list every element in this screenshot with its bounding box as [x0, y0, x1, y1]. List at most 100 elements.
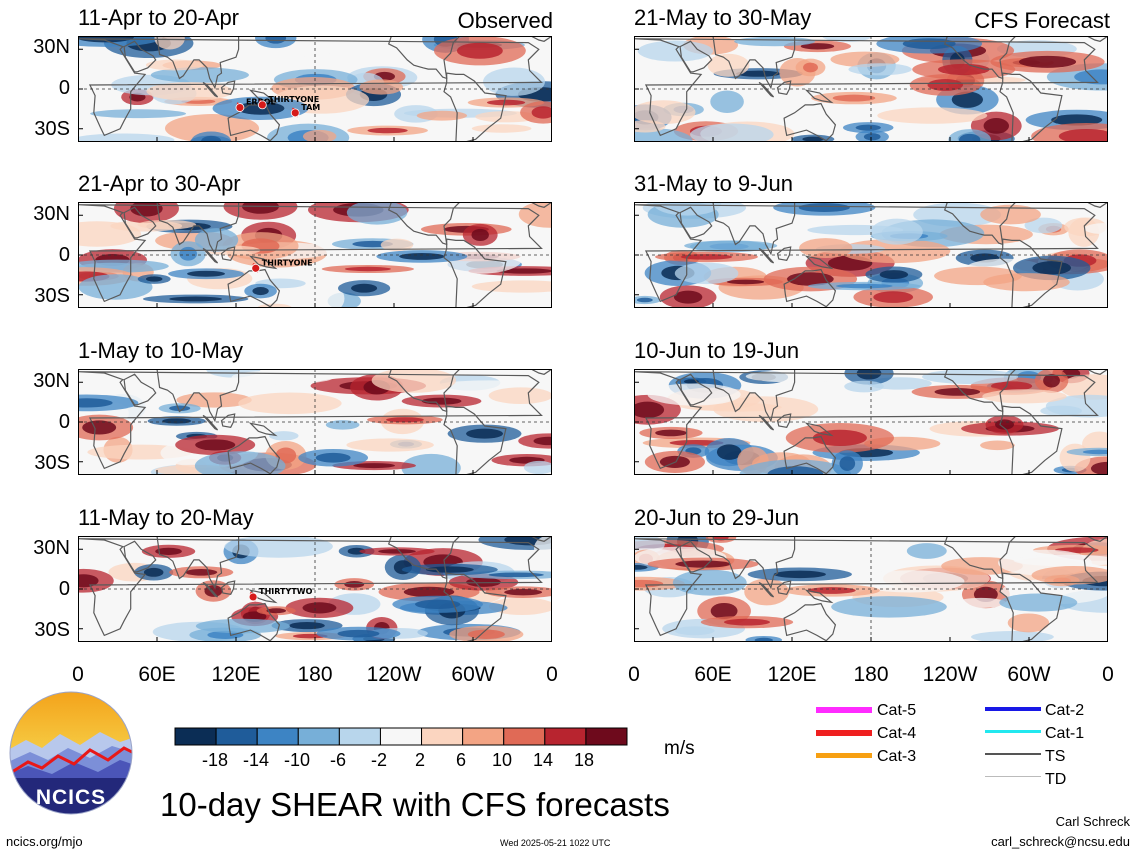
- shear-map: [634, 36, 1108, 142]
- continent-outline: [332, 202, 461, 246]
- continent-outline: [783, 268, 837, 308]
- colorbar: [174, 727, 628, 746]
- legend-swatch-ts: [985, 753, 1041, 755]
- panel-title: 21-Apr to 30-Apr: [78, 171, 241, 196]
- colorbar-bin: [379, 727, 423, 746]
- colorbar-bin: [462, 727, 505, 746]
- continent-outline: [78, 204, 543, 303]
- shear-core: [347, 547, 366, 555]
- continent-outline: [332, 36, 461, 80]
- shear-blob: [416, 110, 468, 121]
- shear-core: [1018, 55, 1077, 68]
- shear-blob: [523, 460, 552, 475]
- map-ticks: [634, 548, 1108, 642]
- continent-outline: [776, 580, 792, 595]
- storm-marker: [257, 100, 267, 110]
- lat-tick-label: 0: [58, 244, 70, 266]
- shear-blob: [831, 596, 947, 618]
- shear-core: [169, 296, 223, 302]
- continent-outline: [712, 36, 796, 90]
- footer-author: Carl Schreck: [1055, 814, 1130, 829]
- shear-core: [863, 133, 881, 141]
- lat-tick-label: 30S: [34, 452, 70, 474]
- panel-title: 21-May to 30-May: [634, 5, 812, 30]
- shear-blob: [982, 389, 1067, 404]
- continent-outline: [888, 536, 1017, 580]
- continent-outline: [78, 538, 543, 637]
- footer-email[interactable]: carl_schreck@ncsu.edu: [991, 834, 1130, 849]
- shear-blob: [906, 543, 947, 559]
- shear-blob: [734, 36, 816, 47]
- shear-field: [78, 536, 552, 642]
- colorbar-tick-label: -10: [283, 750, 310, 770]
- continent-outline: [804, 422, 834, 437]
- lon-tick-label: 120W: [922, 663, 978, 686]
- shear-core: [879, 270, 909, 279]
- continent-outline: [999, 72, 1063, 142]
- shear-core: [421, 397, 462, 405]
- footer-url[interactable]: ncics.org/mjo: [6, 834, 83, 849]
- shear-core: [773, 570, 826, 579]
- lon-tick-label: 120W: [366, 663, 422, 686]
- map-ticks: [78, 381, 552, 475]
- lon-tick-label: 60E: [138, 663, 176, 686]
- shear-core: [938, 63, 990, 76]
- shear-core: [155, 547, 182, 555]
- panel-title: 31-May to 9-Jun: [634, 171, 793, 196]
- shear-blob: [690, 123, 774, 142]
- shear-core: [634, 579, 664, 588]
- continent-outline: [530, 369, 552, 375]
- colorbar-bin: [544, 727, 587, 746]
- shear-core: [803, 62, 818, 73]
- lon-tick-label: 0: [546, 663, 558, 686]
- continent-outline: [1086, 36, 1108, 42]
- storm-marker: [290, 108, 300, 118]
- shear-map: THIRTYONE: [78, 202, 552, 308]
- continent-outline: [78, 38, 543, 137]
- continent-outline: [1086, 369, 1108, 375]
- shear-core: [1051, 114, 1103, 126]
- shear-core: [353, 463, 396, 469]
- shear-core: [315, 452, 351, 463]
- lon-tick-label: 0: [1102, 663, 1114, 686]
- continent-outline: [758, 414, 775, 431]
- shear-blob: [759, 104, 796, 115]
- shear-core: [145, 276, 163, 282]
- storm-marker: [248, 592, 258, 602]
- main-title: 10-day SHEAR with CFS forecasts: [160, 786, 670, 823]
- continent-outline: [712, 202, 796, 256]
- continent-outline: [999, 238, 1063, 308]
- shear-blob: [999, 593, 1078, 612]
- lon-tick-label: 120E: [767, 663, 817, 686]
- continent-outline: [679, 373, 713, 406]
- legend-swatch-cat2: [985, 707, 1041, 711]
- shear-core: [414, 599, 461, 610]
- continent-outline: [804, 589, 834, 604]
- continent-outline: [227, 268, 281, 308]
- shear-blob: [1045, 394, 1108, 418]
- shear-blob: [1060, 374, 1108, 400]
- shear-blob: [707, 53, 750, 77]
- colorbar-tick-label: 10: [491, 750, 513, 770]
- legend-swatch-cat1: [985, 730, 1041, 733]
- shear-blob: [195, 618, 290, 634]
- legend-label: Cat-1: [1045, 725, 1085, 742]
- shear-core: [836, 283, 893, 289]
- shear-core: [289, 621, 325, 630]
- continent-outline: [679, 540, 713, 573]
- lon-tick-label: 0: [628, 663, 640, 686]
- continent-outline: [679, 206, 713, 239]
- continent-outline: [227, 602, 281, 642]
- shear-core: [78, 574, 99, 588]
- continent-outline: [443, 572, 507, 642]
- lon-tick-label: 60W: [1007, 663, 1051, 686]
- shear-blob: [325, 420, 360, 430]
- continent-outline: [332, 369, 461, 413]
- shear-blob: [674, 262, 739, 285]
- continent-outline: [804, 89, 834, 104]
- shear-map: [78, 369, 552, 475]
- shear-core: [959, 133, 981, 142]
- continent-outline: [123, 40, 157, 73]
- panel-title: 11-May to 20-May: [78, 505, 254, 530]
- shear-blob: [312, 284, 345, 308]
